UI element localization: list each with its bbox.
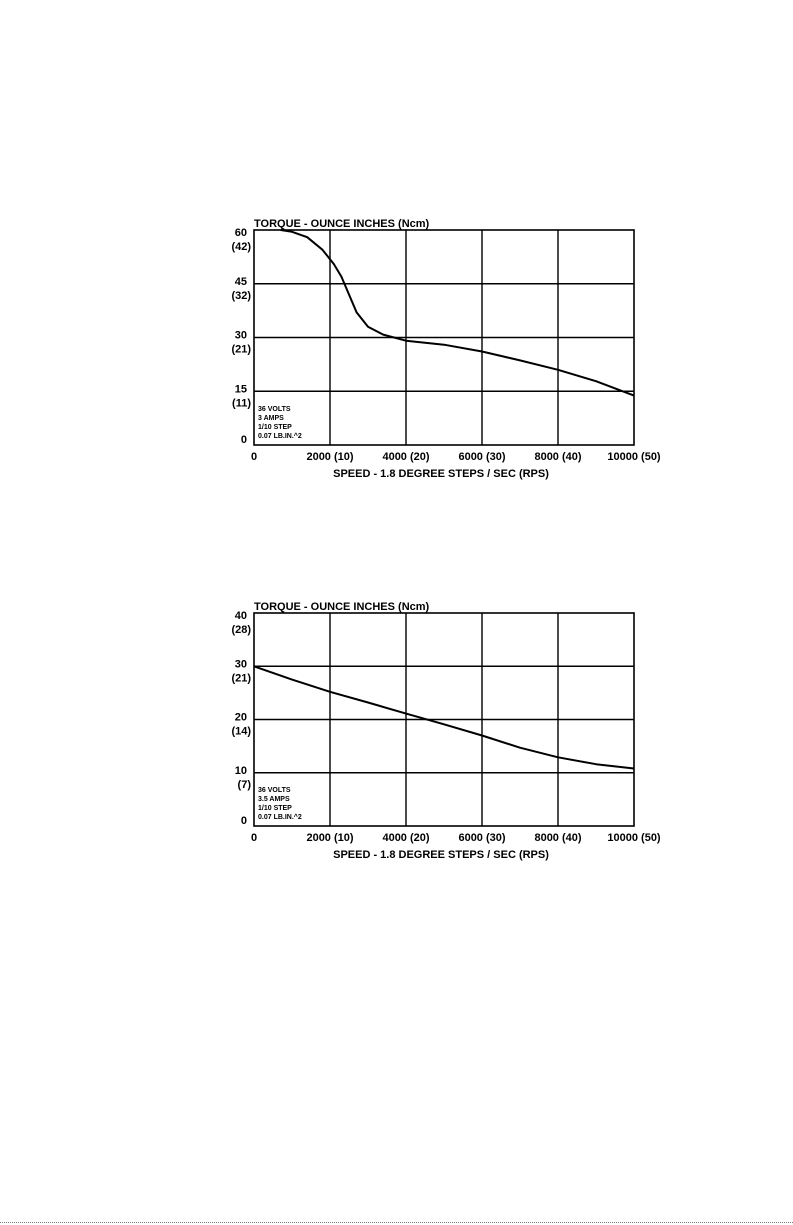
y-tick-label: 45 (235, 276, 247, 288)
page-bottom-rule (0, 1222, 793, 1223)
y-tick-label-ncm: (28) (231, 624, 251, 636)
chart-title: TORQUE - OUNCE INCHES (Ncm) (254, 601, 430, 613)
y-tick-label: 20 (235, 712, 247, 724)
y-tick-label-ncm: (21) (231, 344, 251, 356)
y-tick-label-ncm: (11) (232, 397, 251, 409)
y-tick-label: 30 (235, 330, 247, 342)
torque-chart-1: TORQUE - OUNCE INCHES (Ncm) 0 15 (11) 30 (21)… (0, 205, 793, 495)
torque-curve (253, 665, 635, 770)
annotation-line: 0.07 LB.IN.^2 (258, 432, 302, 440)
torque-curve (280, 229, 635, 397)
y-tick-label-ncm: (14) (231, 726, 251, 738)
x-tick-label: 4000 (20) (382, 832, 429, 844)
y-tick-label: 40 (235, 610, 247, 622)
chart-title: TORQUE - OUNCE INCHES (Ncm) (254, 218, 430, 230)
y-tick-label-ncm: (42) (231, 241, 251, 253)
x-axis-label: SPEED - 1.8 DEGREE STEPS / SEC (RPS) (333, 468, 549, 480)
torque-chart-2-svg: TORQUE - OUNCE INCHES (Ncm) 0 10 (7) 20 (14) 3… (231, 601, 661, 861)
y-tick-label-ncm: (7) (238, 779, 252, 791)
annotation-line: 1/10 STEP (258, 805, 292, 812)
plot-frame (253, 229, 635, 446)
torque-chart-1-svg: TORQUE - OUNCE INCHES (Ncm) 0 15 (11) 30 (21)… (231, 218, 661, 480)
x-tick-label: 2000 (10) (306, 832, 353, 844)
x-tick-label: 4000 (20) (382, 451, 429, 463)
annotation-line: 36 VOLTS (258, 787, 291, 794)
annotation-line: 3 AMPS (258, 415, 284, 422)
torque-chart-2: TORQUE - OUNCE INCHES (Ncm) 0 10 (7) 20 (14) 3… (0, 597, 793, 875)
y-tick-label: 0 (241, 815, 247, 827)
x-tick-label: 0 (251, 451, 257, 463)
y-tick-label: 30 (235, 658, 247, 670)
y-tick-label: 10 (235, 765, 247, 777)
x-tick-label: 2000 (10) (306, 451, 353, 463)
y-tick-label-ncm: (32) (231, 290, 251, 302)
x-tick-label: 10000 (50) (607, 832, 661, 844)
x-tick-label: 8000 (40) (534, 832, 581, 844)
annotation-line: 0.07 LB.IN.^2 (258, 813, 302, 821)
x-tick-label: 0 (251, 832, 257, 844)
x-tick-label: 10000 (50) (607, 451, 661, 463)
annotation-line: 3.5 AMPS (258, 796, 290, 803)
annotation-line: 36 VOLTS (258, 406, 291, 413)
y-tick-label-ncm: (21) (231, 672, 251, 684)
x-tick-label: 6000 (30) (458, 832, 505, 844)
annotation-line: 1/10 STEP (258, 424, 292, 431)
x-tick-label: 6000 (30) (458, 451, 505, 463)
y-tick-label: 60 (235, 227, 247, 239)
y-tick-label: 0 (241, 434, 247, 446)
x-tick-label: 8000 (40) (534, 451, 581, 463)
plot-frame (253, 612, 635, 827)
x-axis-label: SPEED - 1.8 DEGREE STEPS / SEC (RPS) (333, 849, 549, 861)
y-tick-label: 15 (235, 383, 247, 395)
